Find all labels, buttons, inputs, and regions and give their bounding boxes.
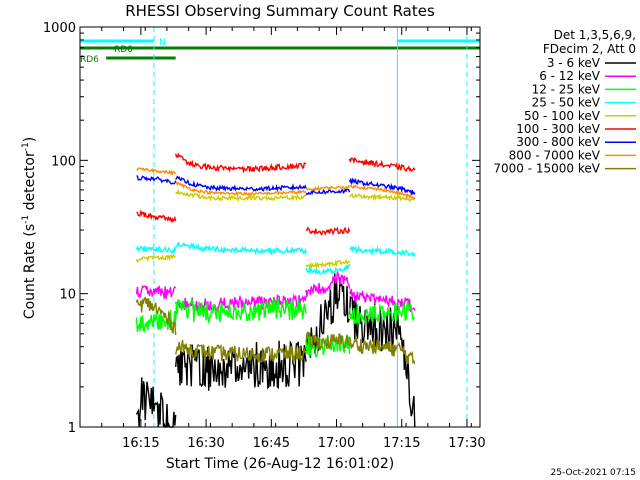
flag-label-rd0: RD0 (114, 45, 133, 55)
legend-label-50-100-kev: 50 - 100 keV (524, 109, 601, 123)
y-label-sup2: -1 (21, 142, 31, 151)
series-6-12-kev-segment-1 (175, 293, 307, 313)
series-300-800-kev (136, 175, 416, 197)
x-tick-label-16-30: 16:30 (187, 436, 224, 451)
y-label-part3: ) (22, 137, 38, 142)
y-tick-label-10: 10 (59, 288, 76, 303)
series-100-300-kev-segment-1 (175, 152, 307, 174)
series-25-50-kev-segment-1 (175, 241, 307, 256)
y-tick-label-1: 1 (68, 421, 76, 436)
flag-label-n: N (159, 38, 166, 48)
series-100-300-kev (136, 152, 416, 236)
series-800-7000-kev-segment-0 (136, 167, 177, 177)
legend-entry-6-12-kev: 6 - 12 keV (539, 69, 636, 83)
series-50-100-kev (135, 188, 416, 271)
series-800-7000-kev-segment-1 (175, 181, 307, 197)
legend-entry-800-7000-kev: 800 - 7000 keV (509, 148, 636, 162)
legend-label-100-300-kev: 100 - 300 keV (516, 122, 600, 136)
series-6-12-kev-segment-0 (135, 285, 177, 300)
legend-entry-7000-15000-kev: 7000 - 15000 keV (493, 162, 636, 176)
legend-label-6-12-kev: 6 - 12 keV (539, 69, 601, 83)
y-label-sup1: -1 (21, 215, 31, 224)
series-7000-15000-kev-segment-1 (175, 339, 307, 364)
y-label-part1: Count Rate (s (22, 224, 38, 319)
series-100-300-kev-segment-3 (348, 156, 416, 173)
series-50-100-kev-segment-3 (349, 192, 416, 203)
series-7000-15000-kev (135, 296, 416, 365)
legend-entry-12-25-kev: 12 - 25 keV (532, 82, 636, 96)
series-100-300-kev-segment-2 (305, 226, 351, 236)
series-800-7000-kev-segment-3 (349, 184, 416, 201)
legend-label-25-50-kev: 25 - 50 keV (532, 96, 601, 110)
series-300-800-kev-segment-3 (348, 176, 416, 197)
legend-entry-25-50-kev: 25 - 50 keV (532, 96, 636, 110)
x-axis-label: Start Time (26-Aug-12 16:01:02) (166, 456, 394, 472)
series-12-25-kev (135, 298, 415, 358)
legend-entry-300-800-kev: 300 - 800 keV (516, 135, 636, 149)
flag-bars: N RD0 RD6 (80, 38, 480, 65)
flag-label-rd6: RD6 (80, 55, 99, 65)
x-tick-label-16-45: 16:45 (253, 436, 290, 451)
series-50-100-kev-segment-1 (175, 188, 307, 203)
series-25-50-kev-segment-0 (135, 245, 177, 256)
plot-frame (79, 26, 481, 428)
series-6-12-kev-segment-2 (305, 269, 351, 297)
series-800-7000-kev-segment-2 (305, 184, 350, 193)
legend-label-12-25-kev: 12 - 25 keV (532, 82, 601, 96)
y-axis-label: Count Rate (s-1 detector-1) (21, 137, 38, 319)
series-12-25-kev-segment-1 (175, 298, 307, 324)
series-25-50-kev-segment-3 (349, 245, 416, 258)
series-7000-15000-kev-segment-3 (348, 336, 416, 365)
tick-labels: 16:15 16:30 16:45 17:00 17:15 17:30 1 10 100 1000 (43, 21, 486, 451)
axis-ticks (79, 26, 480, 428)
series-12-25-kev-segment-3 (348, 301, 415, 325)
legend-entry-50-100-kev: 50 - 100 keV (524, 109, 636, 123)
x-tick-label-17-15: 17:15 (383, 436, 420, 451)
series-300-800-kev-segment-2 (305, 187, 351, 196)
legend-entry-100-300-kev: 100 - 300 keV (516, 122, 636, 136)
x-tick-label-17-00: 17:00 (318, 436, 355, 451)
series-50-100-kev-segment-2 (305, 259, 351, 271)
y-tick-label-100: 100 (51, 154, 76, 169)
legend-entry-3-6-kev: 3 - 6 keV (547, 56, 636, 70)
legend-label-3-6-kev: 3 - 6 keV (547, 56, 601, 70)
legend-label-300-800-kev: 300 - 800 keV (516, 135, 600, 149)
generation-timestamp: 25-Oct-2021 07:15 (551, 468, 636, 478)
series-300-800-kev-segment-1 (175, 175, 307, 193)
x-tick-label-16-15: 16:15 (122, 436, 159, 451)
series-100-300-kev-segment-0 (136, 209, 177, 224)
series-800-7000-kev (136, 167, 416, 201)
series-3-6-kev-segment-0 (135, 377, 177, 428)
legend: Det 1,3,5,6,9, FDecim 2, Att 0 3 - 6 keV… (493, 28, 636, 176)
y-label-part2: detector (22, 151, 38, 215)
y-tick-label-1000: 1000 (43, 21, 76, 36)
chart-title: RHESSI Observing Summary Count Rates (125, 2, 435, 20)
series-7000-15000-kev-segment-0 (135, 296, 177, 336)
series-50-100-kev-segment-0 (135, 253, 176, 263)
data-series (135, 152, 416, 428)
legend-label-800-7000-kev: 800 - 7000 keV (509, 148, 601, 162)
series-7000-15000-kev-segment-2 (305, 330, 351, 351)
series-25-50-kev (135, 241, 416, 276)
series-12-25-kev-segment-0 (135, 309, 177, 333)
series-300-800-kev-segment-0 (136, 175, 177, 185)
series-25-50-kev-segment-2 (305, 263, 351, 276)
legend-header-2: FDecim 2, Att 0 (543, 42, 636, 56)
legend-header-1: Det 1,3,5,6,9, (554, 28, 636, 42)
x-tick-label-17-30: 17:30 (448, 436, 485, 451)
legend-label-7000-15000-kev: 7000 - 15000 keV (493, 162, 600, 176)
